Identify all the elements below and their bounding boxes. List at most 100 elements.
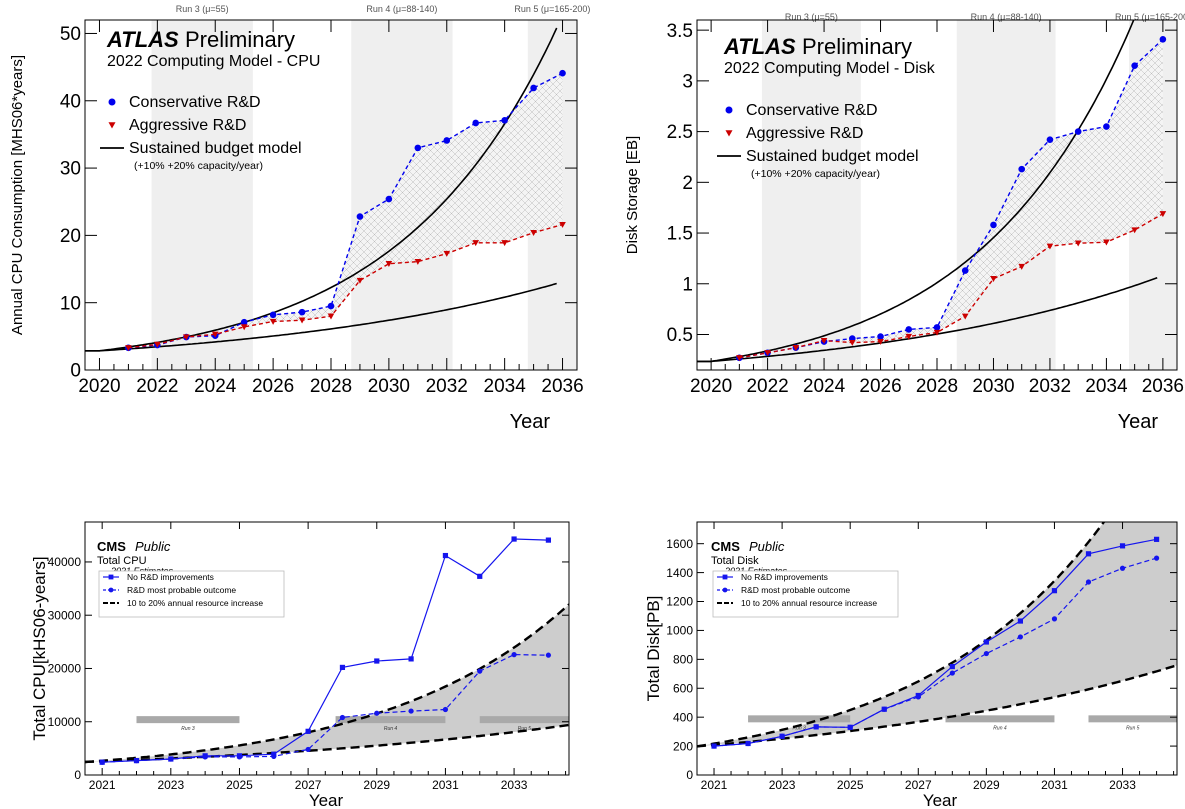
- data-point: [915, 694, 921, 700]
- y-tick-label: 20000: [48, 662, 82, 676]
- data-point: [530, 84, 537, 92]
- data-point: [182, 334, 190, 341]
- run-label: Run 4: [993, 725, 1007, 731]
- legend-label: R&D most probable outcome: [127, 585, 236, 595]
- legend-marker: [108, 98, 116, 106]
- data-point: [327, 313, 335, 320]
- plot-area: Run 3 Run 4 Run 5: [85, 536, 569, 765]
- y-tick-label: 800: [673, 653, 693, 667]
- run-shade: [761, 20, 861, 370]
- run-span: [957, 7, 1056, 8]
- chart-subtitle: Total Disk: [711, 555, 759, 567]
- x-tick-label: 2022: [746, 376, 788, 397]
- data-point: [269, 311, 277, 319]
- y-tick-label: 50: [60, 24, 81, 45]
- data-point: [545, 652, 552, 658]
- data-point: [442, 706, 449, 713]
- legend-label: Conservative R&D: [746, 102, 878, 119]
- budget-curve-high: [85, 27, 558, 352]
- data-point: [236, 754, 243, 760]
- x-tick-label: 2020: [78, 376, 120, 397]
- run-bar: [136, 716, 240, 724]
- data-point: [881, 706, 887, 712]
- series-line-1: [713, 557, 1157, 747]
- plot-frame: [696, 521, 1178, 776]
- x-tick-label: 2024: [803, 376, 846, 397]
- run-label: Run 3: [181, 726, 195, 732]
- atlas-disk-panel: Run 3 (μ=55) Run 4 (μ=88-140) Run 5 (μ=165…: [624, 7, 1185, 433]
- data-point: [1103, 123, 1110, 130]
- data-point: [1153, 555, 1160, 561]
- run-label: Run 4 (μ=88-140): [366, 4, 437, 14]
- experiment-tag: Public: [135, 539, 171, 554]
- data-point: [1131, 62, 1138, 69]
- experiment-name: ATLAS: [106, 27, 179, 52]
- data-point: [477, 668, 483, 674]
- series-line-1: [739, 213, 1164, 359]
- cms-disk-panel: Run 3 Run 4 Run 5 2021 2023 2025 2027 2029 2031 2…: [644, 521, 1178, 809]
- data-point: [990, 221, 997, 229]
- data-point: [305, 728, 311, 734]
- x-axis-label: Year: [923, 791, 958, 809]
- data-point: [1051, 588, 1058, 594]
- x-tick-label: 2027: [295, 778, 322, 792]
- data-point: [711, 743, 717, 749]
- data-point: [1119, 565, 1126, 571]
- data-point: [298, 317, 306, 324]
- data-point: [905, 326, 913, 333]
- y-tick-label: 20: [60, 226, 81, 247]
- x-tick-label: 2028: [916, 376, 958, 397]
- data-point: [877, 333, 884, 340]
- data-point: [501, 116, 508, 124]
- plot-area: [697, 20, 1177, 370]
- data-point: [1085, 579, 1092, 585]
- data-point: [443, 250, 451, 257]
- x-axis-label: Year: [510, 411, 551, 433]
- data-point: [356, 277, 364, 284]
- run-shade: [151, 20, 253, 370]
- data-point: [442, 552, 449, 559]
- experiment-name: CMS: [97, 539, 126, 554]
- data-point: [792, 345, 800, 351]
- budget-curve-low: [85, 282, 557, 352]
- data-point: [545, 537, 552, 543]
- y-tick-label: 2: [682, 173, 693, 194]
- data-point: [408, 656, 414, 662]
- x-tick-label: 2033: [501, 778, 528, 792]
- legend-marker: [722, 587, 728, 593]
- y-tick-label: 0: [74, 768, 81, 782]
- data-point: [511, 652, 517, 658]
- budget-curve-low: [85, 723, 569, 764]
- x-tick-label: 2032: [1029, 376, 1071, 397]
- legend-label: R&D most probable outcome: [741, 585, 850, 595]
- data-point: [472, 119, 480, 127]
- data-point: [99, 759, 105, 765]
- data-point: [1046, 136, 1054, 144]
- legend-label: 10 to 20% annual resource increase: [127, 598, 263, 608]
- data-point: [983, 639, 989, 645]
- x-tick-label: 2021: [89, 778, 116, 792]
- x-tick-label: 2032: [426, 376, 468, 397]
- legend-marker: [108, 122, 116, 129]
- x-tick-label: 2029: [363, 778, 390, 792]
- budget-band: [85, 604, 569, 762]
- y-tick-label: 1200: [666, 595, 693, 609]
- experiment-name: CMS: [711, 539, 740, 554]
- data-point: [298, 308, 306, 316]
- legend-note: (+10% +20% capacity/year): [751, 168, 880, 180]
- chart-subtitle: 2022 Computing Model - Disk: [724, 60, 936, 77]
- data-point: [511, 536, 517, 542]
- data-point: [385, 195, 393, 203]
- run-bar: [748, 715, 851, 723]
- data-point: [202, 754, 208, 760]
- data-point: [211, 331, 219, 338]
- data-point: [1017, 634, 1024, 640]
- data-point: [408, 708, 414, 714]
- x-tick-label: 2026: [859, 376, 901, 397]
- y-tick-label: 0.5: [667, 325, 693, 346]
- data-point: [339, 664, 346, 671]
- legend-box: [712, 570, 899, 618]
- data-point: [240, 318, 248, 326]
- run-label: Run 5 (μ=165-200): [1115, 12, 1185, 22]
